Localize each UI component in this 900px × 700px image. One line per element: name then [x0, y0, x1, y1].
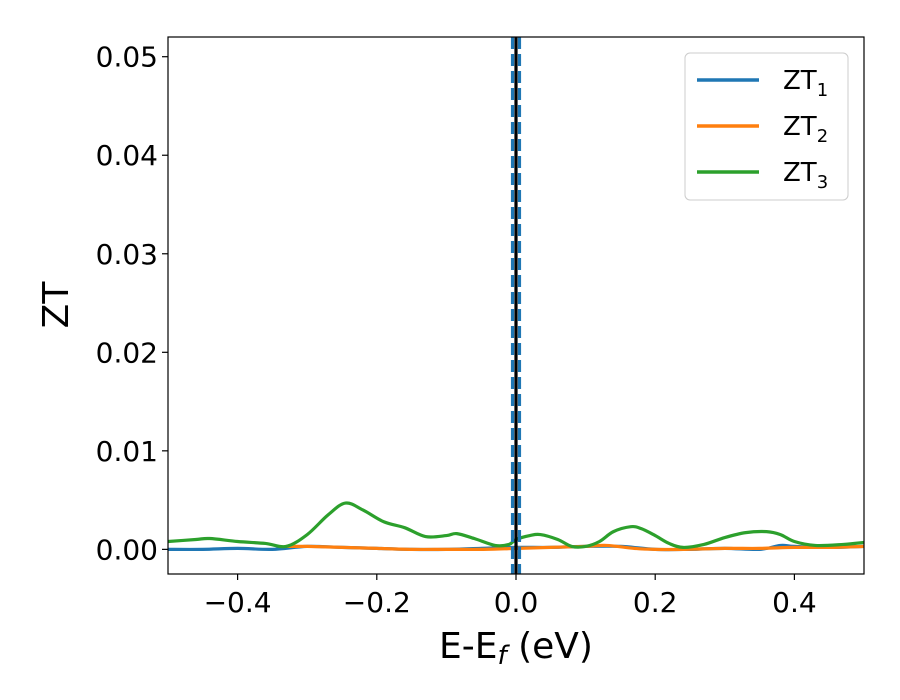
series-line-zt3 [168, 501, 864, 550]
y-axis-ticks: 0.00 0.01 0.02 0.03 0.04 0.05 [96, 41, 168, 566]
legend-label-zt3: ZT3 [783, 158, 828, 193]
y-axis-label: ZT [36, 281, 77, 329]
y-tick-label: 0.02 [96, 336, 158, 369]
series-group [168, 501, 864, 552]
x-axis-ticks: −0.4 −0.2 0.0 0.2 0.4 [204, 574, 817, 619]
y-tick-label: 0.05 [96, 41, 158, 74]
x-tick-label: 0.0 [494, 586, 539, 619]
y-tick-label: 0.00 [96, 533, 158, 566]
legend: ZT1 ZT2 ZT3 [684, 52, 849, 201]
x-tick-label: 0.2 [633, 586, 678, 619]
x-tick-label: −0.4 [204, 586, 272, 619]
plot-area [168, 37, 864, 574]
vertical-lines [510, 37, 522, 574]
legend-box [684, 52, 849, 201]
x-tick-label: −0.2 [343, 586, 411, 619]
y-tick-label: 0.01 [96, 435, 158, 468]
x-tick-label: 0.4 [772, 586, 817, 619]
y-tick-label: 0.04 [96, 139, 158, 172]
y-tick-label: 0.03 [96, 238, 158, 271]
legend-label-zt2: ZT2 [783, 112, 828, 147]
legend-label-zt1: ZT1 [783, 66, 828, 101]
x-axis-label: E-Ef (eV) [439, 626, 593, 671]
